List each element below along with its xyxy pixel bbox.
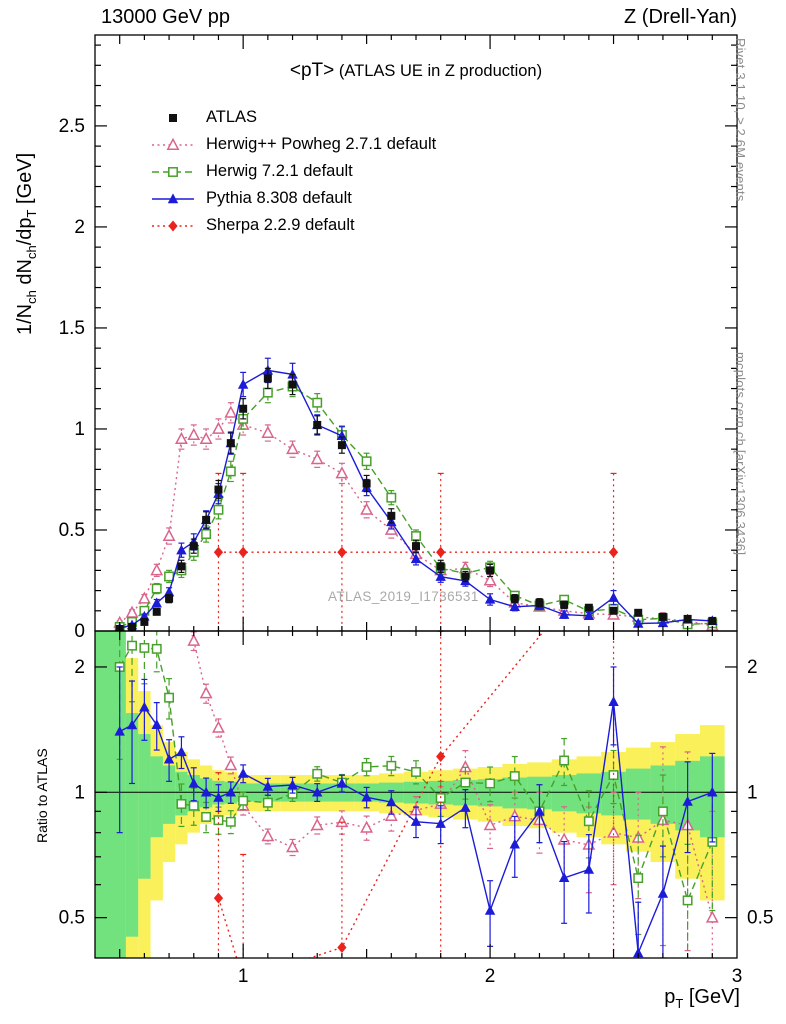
svg-text:2: 2 [74,657,85,678]
legend-item-pythia8: Pythia 8.308 default [150,185,436,212]
legend-item-herwigpp-powheg: Herwig++ Powheg 2.7.1 default [150,131,436,158]
svg-text:1.5: 1.5 [59,318,85,339]
svg-text:2: 2 [485,966,496,987]
analysis-id-watermark: ATLAS_2019_I1736531 [328,589,479,604]
svg-text:1: 1 [238,966,249,987]
legend: ATLAS Herwig++ Powheg 2.7.1 default Herw… [150,104,436,239]
legend-item-sherpa: Sherpa 2.2.9 default [150,212,436,239]
atlas-marker-icon [150,109,196,127]
legend-label: Pythia 8.308 default [206,189,352,207]
legend-label: ATLAS [206,108,258,126]
legend-item-herwig7: Herwig 7.2.1 default [150,158,436,185]
pythia8-marker-icon [150,190,196,208]
y-axis-label-ratio: Ratio to ATLAS [34,748,50,843]
x-axis-label: pT [GeV] [664,986,740,1011]
sherpa-marker-icon [150,217,196,235]
observable-context: (ATLAS UE in Z production) [334,62,543,80]
svg-text:2: 2 [74,217,85,238]
svg-text:2.5: 2.5 [59,116,85,137]
observable-name: <pT> [289,60,335,81]
svg-text:1: 1 [74,419,85,440]
rivet-version-note: Rivet 3.1.10, ≥ 2.6M events [733,38,748,202]
beam-energy-label: 13000 GeV pp [101,6,230,28]
svg-text:0.5: 0.5 [59,908,85,929]
legend-item-atlas: ATLAS [150,104,436,131]
mcplots-reference-note: mcplots.cern.ch [arXiv:1306.3436] [733,352,748,556]
plot-title: <pT> (ATLAS UE in Z production) [95,60,737,82]
legend-label: Herwig 7.2.1 default [206,162,353,180]
svg-text:0: 0 [74,621,85,642]
svg-text:0.5: 0.5 [747,908,773,929]
svg-text:2: 2 [747,657,758,678]
legend-label: Sherpa 2.2.9 default [206,216,355,234]
herwig7-marker-icon [150,163,196,181]
y-axis-label-main: 1/Nch dNch/dpT [GeV] [14,152,39,335]
svg-text:3: 3 [732,966,743,987]
legend-label: Herwig++ Powheg 2.7.1 default [206,135,437,153]
svg-text:1: 1 [74,782,85,803]
process-label: Z (Drell-Yan) [624,6,737,28]
svg-text:0.5: 0.5 [59,520,85,541]
herwigpp-marker-icon [150,136,196,154]
svg-text:1: 1 [747,782,758,803]
